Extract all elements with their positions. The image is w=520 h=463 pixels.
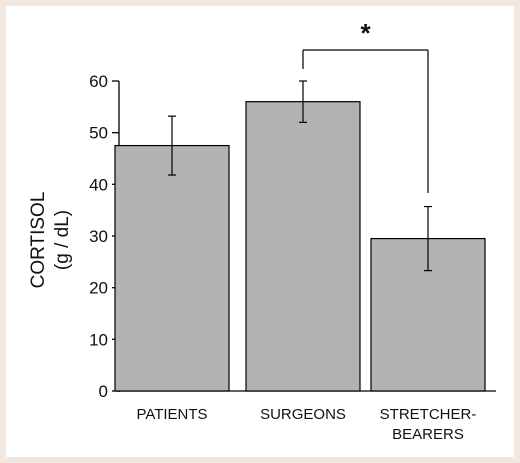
y-axis-unit: (g / dL) (52, 210, 73, 270)
error-bars (168, 80, 432, 272)
x-category-label: STRETCHER- (380, 406, 477, 423)
labels: 0 10 20 30 40 50 60 CORTISOL (g / dL) PATIENTS SUR… (28, 72, 476, 443)
y-axis-label: CORTISOL (28, 192, 49, 289)
x-category-label: BEARERS (392, 426, 464, 443)
bars (114, 101, 486, 392)
y-tick-label: 30 (89, 227, 108, 246)
x-category-label: SURGEONS (260, 406, 346, 423)
y-tick-label: 10 (89, 330, 108, 349)
bar (245, 101, 361, 392)
x-category-label: PATIENTS (136, 406, 207, 423)
significance-bracket: * (302, 18, 429, 193)
y-tick-label: 20 (89, 279, 108, 298)
y-tick-label: 50 (89, 124, 108, 143)
significance-marker: * (360, 18, 371, 48)
y-tick-label: 60 (89, 72, 108, 91)
y-tick-label: 0 (99, 382, 108, 401)
bar (114, 144, 230, 392)
y-tick-label: 40 (89, 175, 108, 194)
